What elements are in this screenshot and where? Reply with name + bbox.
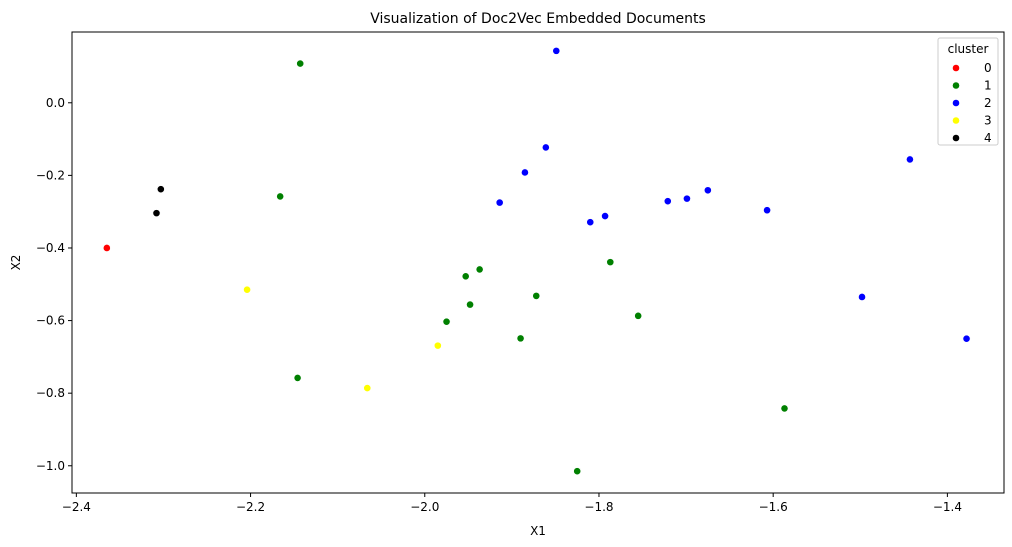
data-point-cluster-3 <box>363 384 372 392</box>
legend-label-cluster-2: 2 <box>984 96 992 110</box>
legend-marker-cluster-1 <box>952 81 960 90</box>
x-tick-label: −2.4 <box>62 500 91 514</box>
y-tick-label: −0.4 <box>36 241 65 255</box>
y-tick-label: −1.0 <box>36 459 65 473</box>
data-point-cluster-1 <box>466 300 474 309</box>
data-point-cluster-1 <box>606 258 615 267</box>
data-point-cluster-1 <box>516 334 525 343</box>
y-tick-label: −0.8 <box>36 386 65 400</box>
data-point-cluster-2 <box>663 197 672 206</box>
data-point-cluster-2 <box>521 168 529 177</box>
data-point-cluster-2 <box>541 143 550 152</box>
data-point-cluster-2 <box>683 194 691 203</box>
data-point-cluster-1 <box>780 404 789 413</box>
data-point-cluster-1 <box>442 317 451 326</box>
data-point-cluster-2 <box>601 212 609 220</box>
x-tick-label: −1.4 <box>933 500 962 514</box>
data-point-cluster-2 <box>763 206 771 215</box>
plot-frame <box>71 31 1005 494</box>
legend-label-cluster-1: 1 <box>984 79 992 93</box>
x-axis-label: X1 <box>530 524 546 538</box>
data-point-cluster-2 <box>552 46 561 55</box>
data-point-cluster-1 <box>532 291 541 300</box>
legend-marker-cluster-0 <box>952 64 960 72</box>
data-point-cluster-2 <box>962 334 971 343</box>
data-point-cluster-1 <box>276 192 285 201</box>
y-tick-label: −0.6 <box>36 314 65 328</box>
y-tick-label: −0.2 <box>36 168 65 182</box>
legend: cluster 0 1 2 3 4 <box>937 37 999 146</box>
legend-marker-cluster-2 <box>952 99 960 107</box>
data-point-cluster-1 <box>296 59 305 68</box>
data-point-cluster-4 <box>152 209 161 218</box>
legend-title: cluster <box>948 42 989 56</box>
data-point-cluster-1 <box>293 374 302 382</box>
data-point-cluster-1 <box>461 272 470 281</box>
legend-label-cluster-4: 4 <box>984 131 992 145</box>
y-axis-label: X2 <box>9 255 23 271</box>
y-axis-ticks: 0.0 −0.2 −0.4 −0.6 −0.8 −1.0 <box>36 96 72 473</box>
data-point-cluster-3 <box>243 285 251 294</box>
legend-marker-cluster-4 <box>952 134 960 142</box>
data-points <box>102 46 971 476</box>
data-point-cluster-4 <box>156 185 165 194</box>
data-point-cluster-2 <box>858 293 866 301</box>
legend-label-cluster-0: 0 <box>984 61 992 75</box>
data-point-cluster-3 <box>433 341 442 350</box>
legend-label-cluster-3: 3 <box>984 114 992 128</box>
x-tick-label: −1.6 <box>759 500 788 514</box>
data-point-cluster-1 <box>475 265 484 274</box>
x-tick-label: −2.2 <box>236 500 265 514</box>
data-point-cluster-2 <box>906 155 914 164</box>
plot-area <box>71 31 1005 494</box>
data-point-cluster-2 <box>586 218 595 227</box>
data-point-cluster-2 <box>703 186 712 195</box>
x-tick-label: −1.8 <box>584 500 613 514</box>
data-point-cluster-1 <box>573 467 582 476</box>
data-point-cluster-0 <box>102 244 111 252</box>
x-axis-ticks: −2.4 −2.2 −2.0 −1.8 −1.6 −1.4 <box>62 493 962 514</box>
data-point-cluster-1 <box>634 311 643 320</box>
legend-items: 0 1 2 3 4 <box>952 61 992 145</box>
x-tick-label: −2.0 <box>410 500 439 514</box>
data-point-cluster-2 <box>495 198 504 207</box>
y-tick-label: 0.0 <box>46 96 65 110</box>
legend-marker-cluster-3 <box>952 116 960 125</box>
chart-title: Visualization of Doc2Vec Embedded Docume… <box>370 11 706 27</box>
